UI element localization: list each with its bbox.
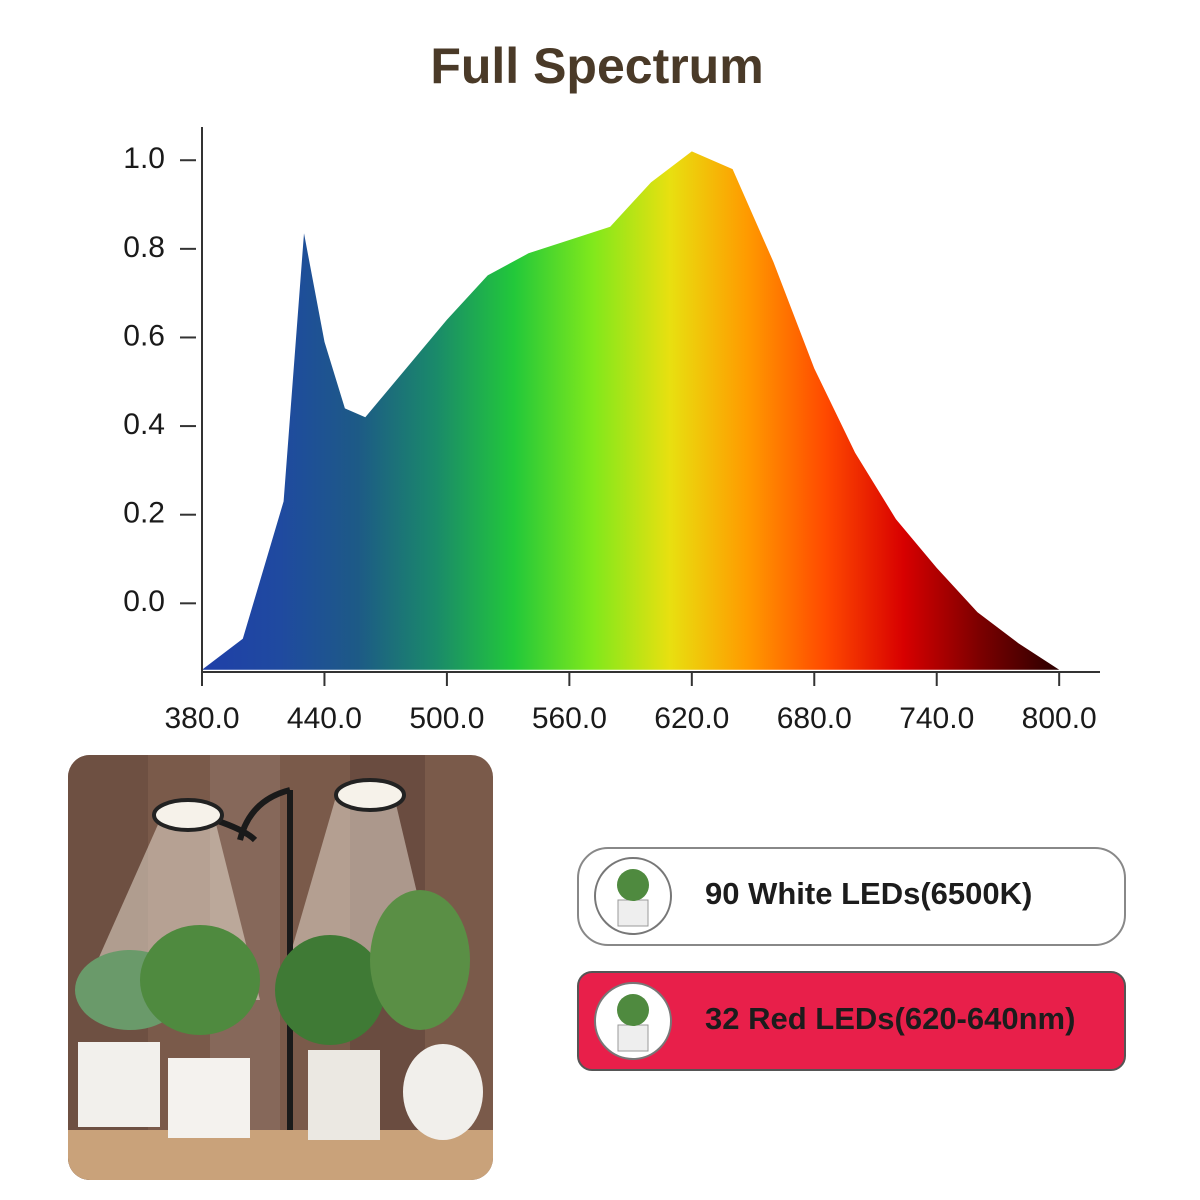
x-tick-label: 740.0 [899,702,974,735]
x-tick-label: 800.0 [1022,702,1097,735]
x-tick-label: 620.0 [654,702,729,735]
x-tick-label: 560.0 [532,702,607,735]
product-photo [68,755,493,1180]
card-label: 90 White LEDs(6500K) [705,876,1032,911]
y-tick-label: 0.4 [123,408,165,441]
x-tick-label: 380.0 [164,702,239,735]
y-tick-label: 0.0 [123,585,165,618]
card-label: 32 Red LEDs(620-640nm) [705,1001,1075,1036]
legend-card: 90 White LEDs(6500K) [577,847,1126,946]
spectrum-area [202,151,1060,670]
card-background [577,971,1126,1071]
y-tick-label: 0.8 [123,231,165,264]
chart-title: Full Spectrum [430,38,763,94]
y-tick-label: 0.6 [123,319,165,352]
x-tick-label: 440.0 [287,702,362,735]
card-background [577,847,1126,946]
x-tick-label: 680.0 [777,702,852,735]
x-tick-label: 500.0 [409,702,484,735]
legend-card: 32 Red LEDs(620-640nm) [577,971,1126,1071]
y-tick-label: 1.0 [123,142,165,175]
y-tick-label: 0.2 [123,497,165,530]
